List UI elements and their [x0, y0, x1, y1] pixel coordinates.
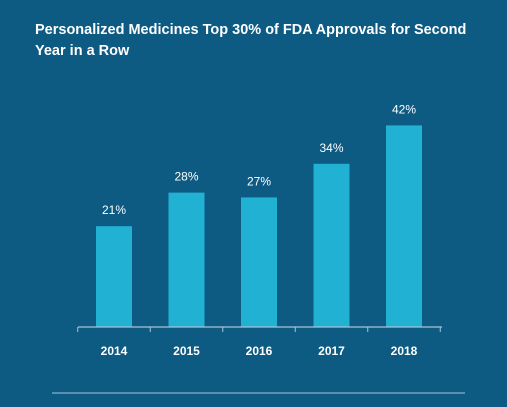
- data-label-2014: 21%: [102, 203, 126, 217]
- bar-2017: [313, 163, 350, 327]
- bar-2014: [96, 226, 132, 327]
- data-label-2016: 27%: [247, 174, 271, 188]
- bar-2016: [241, 197, 277, 327]
- x-tick-label-2015: 2015: [173, 344, 200, 358]
- chart-title: Personalized Medicines Top 30% of FDA Ap…: [35, 22, 467, 59]
- x-tick-labels-group: 2014 2015 2016 2017 2018: [101, 344, 418, 358]
- data-labels-group: 21% 28% 27% 34% 42%: [102, 102, 416, 217]
- bar-2015: [168, 192, 205, 327]
- bars-group: [96, 125, 422, 328]
- data-label-2017: 34%: [319, 141, 343, 155]
- data-label-2015: 28%: [174, 170, 198, 184]
- bar-2018: [386, 125, 422, 328]
- x-ticks-group: [77, 327, 441, 332]
- x-tick-label-2016: 2016: [246, 344, 273, 358]
- x-tick-label-2017: 2017: [318, 344, 345, 358]
- data-label-2018: 42%: [392, 102, 416, 116]
- x-tick-label-2014: 2014: [101, 344, 128, 358]
- x-tick-label-2018: 2018: [391, 344, 418, 358]
